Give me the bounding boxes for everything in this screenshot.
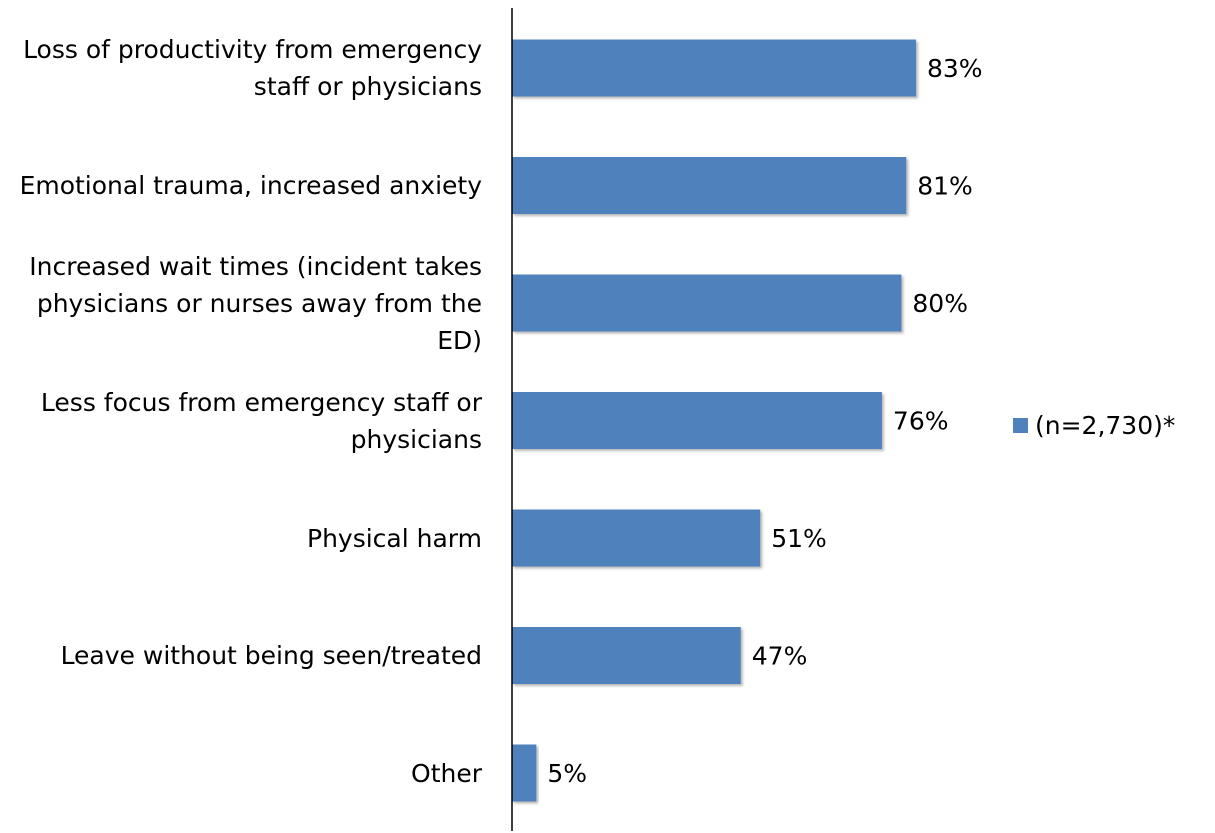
data-label-1: 81% <box>917 172 973 201</box>
legend-swatch <box>1013 417 1028 433</box>
bar-2 <box>512 274 902 332</box>
data-labels-group: 83% 81% 80% 76% 51% 47% 5% <box>547 54 982 788</box>
category-label-3: Less focus from emergency staff or physi… <box>40 387 482 454</box>
bar-0 <box>512 39 916 97</box>
data-label-5: 47% <box>752 642 808 671</box>
legend-label: (n=2,730)* <box>1035 410 1176 440</box>
bars-group <box>512 39 916 802</box>
data-label-6: 5% <box>547 759 587 788</box>
data-label-3: 76% <box>893 407 949 436</box>
bar-1 <box>512 157 907 214</box>
category-label-1: Emotional trauma, increased anxiety <box>19 171 482 200</box>
bar-6 <box>512 744 537 802</box>
data-label-4: 51% <box>771 524 827 553</box>
category-label-2: Increased wait times (incident takes phy… <box>29 251 482 355</box>
bar-3 <box>512 392 882 449</box>
legend: (n=2,730)* <box>1013 410 1176 440</box>
bar-4 <box>512 509 761 567</box>
category-label-4: Physical harm <box>307 523 482 553</box>
category-label-6: Other <box>411 758 482 788</box>
data-label-0: 83% <box>927 54 983 83</box>
data-label-2: 80% <box>912 289 968 318</box>
bar-5 <box>512 627 741 684</box>
category-label-5: Leave without being seen/treated <box>60 641 482 670</box>
category-label-0: Loss of productivity from emergency staf… <box>23 35 482 101</box>
